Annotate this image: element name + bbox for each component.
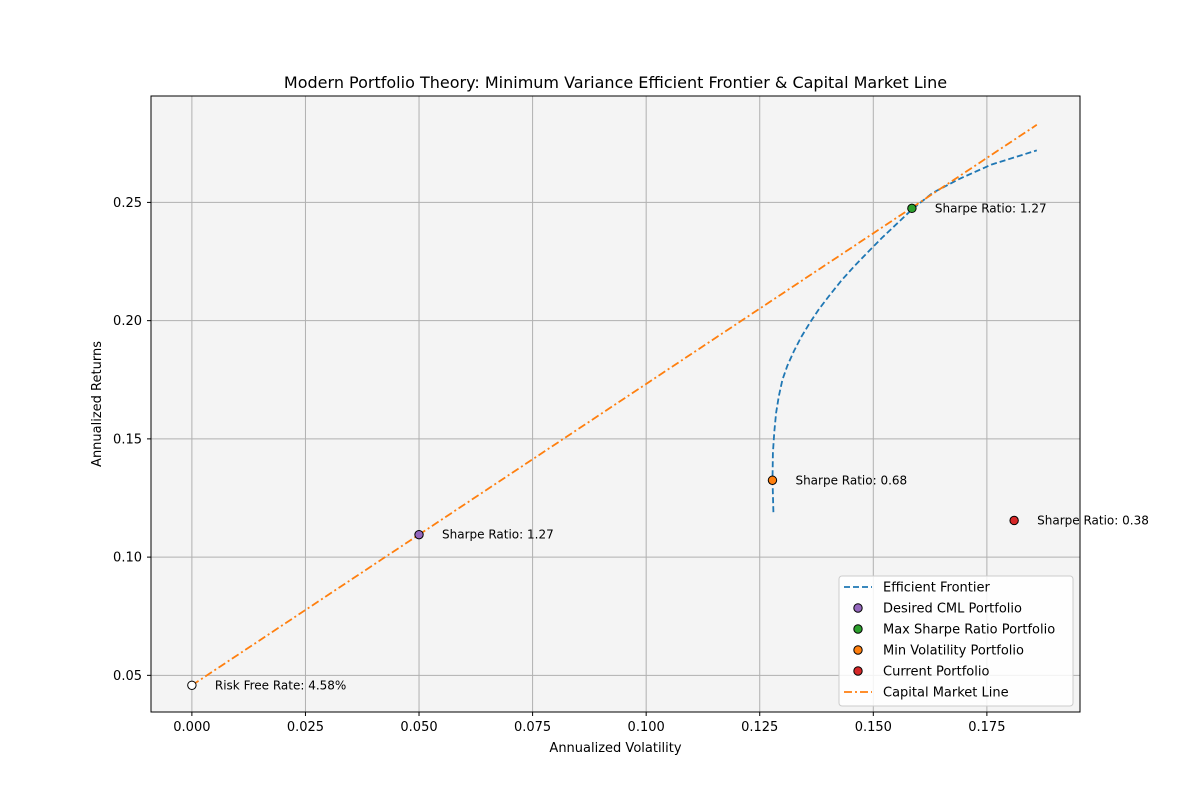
legend-min-volatility-portfolio-swatch xyxy=(853,645,863,655)
min-volatility-portfolio-annotation: Sharpe Ratio: 0.68 xyxy=(795,473,907,487)
x-tick-label: 0.125 xyxy=(741,720,778,735)
legend-desired-cml-portfolio-label: Desired CML Portfolio xyxy=(883,602,1022,617)
legend-max-sharpe-ratio-portfolio-swatch xyxy=(853,624,863,634)
y-tick-label: 0.20 xyxy=(113,314,142,329)
y-tick-label: 0.05 xyxy=(113,669,142,684)
current-portfolio-marker xyxy=(1009,515,1019,526)
current-portfolio-annotation: Sharpe Ratio: 0.38 xyxy=(1037,513,1149,527)
risk-free-rate-marker xyxy=(187,680,197,690)
legend-desired-cml-portfolio-swatch xyxy=(853,603,863,613)
legend-box xyxy=(838,575,1074,707)
x-axis-label: Annualized Volatility xyxy=(549,741,681,756)
desired-cml-portfolio-marker xyxy=(414,529,424,540)
desired-cml-portfolio-annotation: Sharpe Ratio: 1.27 xyxy=(442,528,554,542)
efficient-frontier-line xyxy=(771,149,1038,513)
chart-title: Modern Portfolio Theory: Minimum Varianc… xyxy=(284,73,947,92)
grid xyxy=(151,96,1080,712)
x-tick-label: 0.175 xyxy=(968,720,1005,735)
x-tick-label: 0.075 xyxy=(514,720,551,735)
min-volatility-portfolio-marker xyxy=(767,475,778,485)
legend-current-portfolio-label: Current Portfolio xyxy=(883,665,989,680)
ticks-layer: 0.000 0.025 0.050 0.075 0.100 0.125 0.150 0.175… xyxy=(113,196,1005,735)
series-layer xyxy=(191,124,1038,687)
y-tick-label: 0.15 xyxy=(113,432,142,447)
legend: Efficient Frontier Desired CML Portfolio M… xyxy=(838,575,1074,707)
x-tick-label: 0.050 xyxy=(400,720,437,735)
y-axis-label: Annualized Returns xyxy=(90,341,105,467)
y-tick-label: 0.25 xyxy=(113,196,142,211)
legend-max-sharpe-ratio-portfolio-label: Max Sharpe Ratio Portfolio xyxy=(883,623,1055,638)
x-tick-label: 0.025 xyxy=(287,720,324,735)
y-tick-label: 0.10 xyxy=(113,551,142,566)
capital-market-line-line xyxy=(191,124,1038,687)
plot-frame xyxy=(150,95,1081,713)
x-tick-label: 0.100 xyxy=(628,720,665,735)
legend-current-portfolio-swatch xyxy=(853,666,863,676)
legend-capital-market-line-label: Capital Market Line xyxy=(883,686,1009,701)
risk-free-rate-annotation: Risk Free Rate: 4.58% xyxy=(215,678,346,692)
legend-min-volatility-portfolio-label: Min Volatility Portfolio xyxy=(883,644,1024,659)
x-tick-label: 0.150 xyxy=(855,720,892,735)
max-sharpe-ratio-portfolio-annotation: Sharpe Ratio: 1.27 xyxy=(935,201,1047,215)
points-layer: Sharpe Ratio: 1.27 Sharpe Ratio: 1.27 Shar… xyxy=(187,201,1149,692)
max-sharpe-ratio-portfolio-marker xyxy=(907,203,917,214)
legend-efficient-frontier-label: Efficient Frontier xyxy=(883,581,990,596)
x-tick-label: 0.000 xyxy=(173,720,210,735)
